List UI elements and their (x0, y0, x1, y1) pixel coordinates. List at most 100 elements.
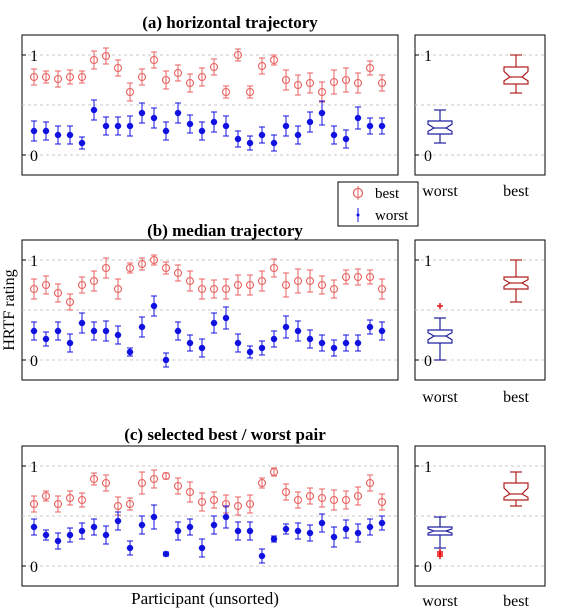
worst-point (174, 109, 182, 117)
y-tick-label: 1 (424, 48, 432, 65)
best-point (197, 284, 207, 294)
best-point (185, 276, 195, 286)
best-point (41, 280, 51, 290)
best-point (257, 61, 267, 71)
worst-point (186, 339, 194, 347)
worst-point (246, 348, 254, 356)
best-point (113, 63, 123, 73)
worst-point (294, 131, 302, 139)
worst-point (306, 529, 314, 537)
best-point (41, 491, 51, 501)
best-point (161, 75, 171, 85)
best-point (125, 263, 135, 273)
best-point (377, 78, 387, 88)
worst-point (78, 527, 86, 535)
best-point (161, 263, 171, 273)
best-point (257, 276, 267, 286)
legend-worst-label: worst (375, 208, 409, 224)
best-point (173, 268, 183, 278)
best-point (269, 467, 279, 477)
y-tick-label: 1 (30, 459, 38, 476)
best-point (137, 72, 147, 82)
best-point (341, 75, 351, 85)
worst-point (198, 344, 206, 352)
best-point (149, 474, 159, 484)
best-point (317, 280, 327, 290)
worst-point (126, 544, 134, 552)
y-tick-label: 1 (424, 459, 432, 476)
y-tick-label: 0 (30, 353, 38, 370)
best-point (149, 255, 159, 265)
best-point (233, 50, 243, 60)
best-point (221, 87, 231, 97)
best-point (269, 55, 279, 65)
worst-point (354, 114, 362, 122)
worst-point (90, 106, 98, 114)
best-point (173, 68, 183, 78)
best-point (329, 495, 339, 505)
best-point (329, 77, 339, 87)
best-point (77, 280, 87, 290)
panel-b-plot: 01 (22, 253, 398, 370)
best-point (341, 495, 351, 505)
worst-point (126, 348, 134, 356)
worst-point (270, 139, 278, 147)
panel-c-box-label-worst: worst (422, 593, 458, 610)
best-point (101, 478, 111, 488)
best-point (377, 497, 387, 507)
y-tick-label: 0 (424, 353, 432, 370)
worst-point (174, 327, 182, 335)
best-point (293, 495, 303, 505)
worst-box (427, 329, 453, 344)
y-tick-label: 1 (30, 253, 38, 270)
worst-point (366, 323, 374, 331)
worst-point (102, 327, 110, 335)
worst-point (78, 319, 86, 327)
best-point (305, 78, 315, 88)
best-point (317, 493, 327, 503)
worst-point (342, 525, 350, 533)
best-point (53, 288, 63, 298)
worst-point (66, 131, 74, 139)
best-point (221, 284, 231, 294)
best-point (269, 263, 279, 273)
worst-point (54, 537, 62, 545)
best-point (233, 280, 243, 290)
worst-point (318, 519, 326, 527)
legend: best worst (337, 181, 419, 227)
best-point (305, 491, 315, 501)
worst-point (294, 527, 302, 535)
worst-point (198, 544, 206, 552)
worst-point (366, 122, 374, 130)
worst-point (42, 127, 50, 135)
worst-point (30, 523, 38, 531)
best-point (89, 276, 99, 286)
panel-a-plot: 01 (22, 47, 398, 165)
best-point (209, 284, 219, 294)
best-point (353, 78, 363, 88)
best-point (197, 497, 207, 507)
worst-point (234, 135, 242, 143)
worst-point (294, 327, 302, 335)
worst-point (114, 517, 122, 525)
worst-point (318, 109, 326, 117)
best-point (305, 276, 315, 286)
best-point (29, 72, 39, 82)
best-point (89, 55, 99, 65)
worst-point (306, 335, 314, 343)
worst-point (378, 122, 386, 130)
worst-point (222, 513, 230, 521)
worst-point (186, 523, 194, 531)
worst-point (318, 339, 326, 347)
best-point (245, 280, 255, 290)
best-point (65, 297, 75, 307)
best-point (209, 62, 219, 72)
worst-point (114, 122, 122, 130)
panel-a-title: (a) horizontal trajectory (142, 13, 318, 32)
best-point (365, 63, 375, 73)
legend-frame (337, 181, 419, 227)
best-point (245, 499, 255, 509)
best-point (53, 499, 63, 509)
worst-point (54, 327, 62, 335)
